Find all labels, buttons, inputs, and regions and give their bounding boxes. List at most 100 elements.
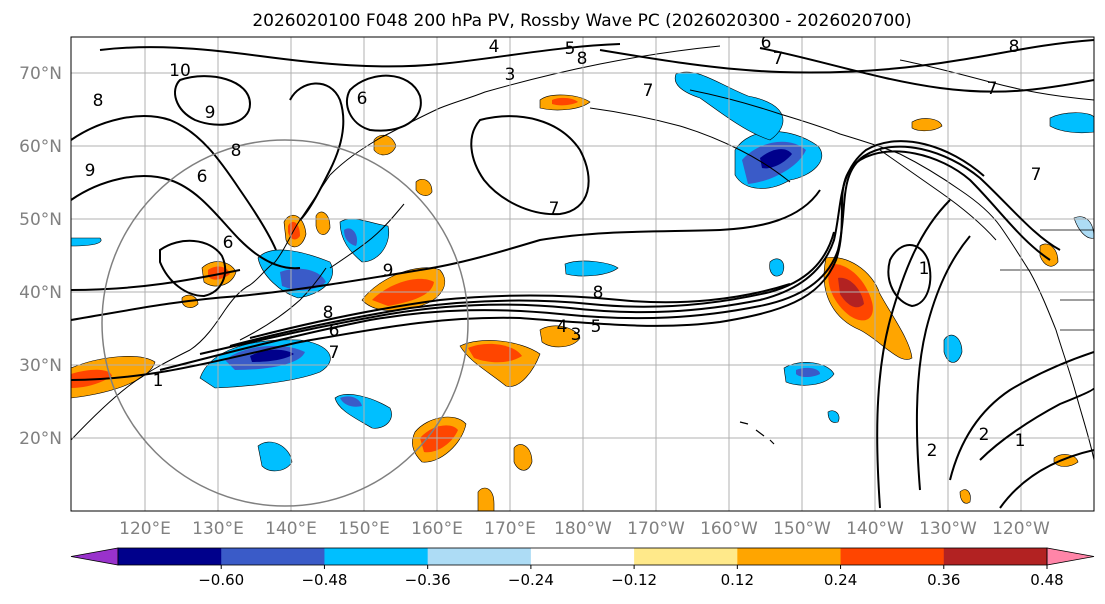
contour-label: 4 [489,37,500,57]
pv-contours [71,39,1094,509]
negative-anomaly-small-1 [769,258,785,277]
lat-tick-label: 30°N [19,356,62,376]
colorbar-bin [221,548,325,565]
positive-anomaly-subtrop-a-core [468,343,522,363]
positive-anomaly-small-2 [959,489,971,504]
positive-anomaly-small-3 [1039,243,1059,267]
lon-tick-label: 160°W [700,519,758,539]
pv-contour-loop-dateline [470,115,590,216]
pv-contour-loop-mid [345,74,422,132]
pv-contour-jet-3 [199,140,985,355]
colorbar-tick-label: −0.48 [301,571,347,589]
lon-tick-label: 150°E [338,519,390,539]
lat-tick-label: 70°N [19,64,62,84]
positive-anomaly-kuril [315,211,331,235]
negative-anomaly-sakhalin-core [344,228,358,246]
coastline-kurils [329,203,405,269]
colorbar-bin [324,548,429,565]
contour-label: 1 [919,259,930,279]
map-frame [70,36,1095,512]
contour-label: 7 [643,81,654,101]
pv-contour-ridge-3 [949,351,1094,481]
pv-contour-west-1 [71,175,301,270]
lat-tick-label: 20°N [19,429,62,449]
longitude-labels: 120°E 130°E 140°E 150°E 160°E 170°E 180°… [119,519,1050,539]
contour-label: 7 [329,343,340,363]
colorbar-frame [117,547,1048,566]
colorbar-bin [634,548,738,565]
positive-anomaly-small-1 [1053,454,1079,467]
colorbar-bins [70,547,1095,566]
pv-contour-jet-1 [71,150,1051,381]
coastline-bc [879,149,997,241]
positive-anomaly-hawaii [513,444,533,471]
colorbar-bin-under [70,547,119,566]
contour-label: 3 [505,65,516,85]
colorbar-bin [737,548,842,565]
positive-anomaly-equator [477,487,495,511]
contour-label: 2 [979,425,990,445]
contour-label: 7 [549,199,560,219]
state-border [1000,229,1094,331]
colorbar-tick-label: −0.60 [198,571,244,589]
colorbar-bin-over [1046,547,1095,566]
lon-tick-label: 130°W [919,519,977,539]
contour-label: 6 [223,233,234,253]
pv-contour-ridge-1 [876,199,951,509]
contour-label: 9 [383,261,394,281]
contour-label: 8 [1009,37,1020,57]
map-panel: 4 5 6 7 7 10 8 9 8 6 6 6 9 8 7 8 4 3 5 6 [70,33,1095,512]
pv-contour-north-3 [759,47,1094,93]
figure-title: 2026020100 F048 200 hPa PV, Rossby Wave … [252,11,911,31]
pv-contour-north-1 [99,43,621,68]
lon-tick-label: 120°W [992,519,1050,539]
contour-label: 5 [565,39,576,59]
colorbar-tick-label: 0.48 [1030,571,1063,589]
pv-contour-west-3 [159,239,227,298]
negative-anomaly-dateline [564,260,619,277]
negative-anomaly-small-4 [1073,216,1094,239]
colorbar-tick-label: 0.36 [927,571,960,589]
pv-contour-cutoff [887,244,932,308]
coastline-japan [239,267,327,341]
positive-anomaly-westcoast-max [838,277,864,308]
positive-anomaly-kamchatka [415,179,433,196]
pv-contour-ridge-2 [915,235,971,491]
lon-tick-label: 130°E [192,519,244,539]
contour-label: 6 [761,33,772,53]
contour-label: 1 [1015,431,1026,451]
contour-label: 8 [93,91,104,111]
graticule [71,37,1094,511]
contour-label: 6 [357,89,368,109]
pv-contour-ridge-4 [979,387,1094,461]
colorbar-tick-label: −0.36 [405,571,451,589]
contour-label: 3 [571,325,582,345]
contour-label: 10 [169,61,191,81]
contour-label: 4 [557,317,568,337]
contour-labels: 4 5 6 7 7 10 8 9 8 6 6 6 9 8 7 8 4 3 5 6 [85,33,1042,461]
lat-tick-label: 40°N [19,283,62,303]
contour-label: 7 [987,79,998,99]
pv-contour-jet-7 [71,269,241,291]
coastline-aleutians [589,107,791,183]
positive-anomaly-canada [911,118,943,132]
contour-label: 8 [231,141,242,161]
contour-label: 7 [1031,165,1042,185]
colorbar: −0.60 −0.48 −0.36 −0.24 −0.12 0.12 0.24 0.36 0.4… [70,547,1095,589]
pv-contour-ridge-5 [999,449,1094,509]
colorbar-bin [943,548,1048,565]
colorbar-tick-label: 0.12 [721,571,754,589]
pv-contour-loop-left [174,75,252,126]
coastline-kamchatka [329,45,721,176]
reference-circle [101,139,469,507]
negative-anomaly-arctic [1049,112,1094,134]
contour-label: 5 [591,317,602,337]
lon-tick-label: 160°E [411,519,463,539]
lon-tick-label: 140°E [265,519,317,539]
contour-label: 2 [927,441,938,461]
lon-tick-label: 170°E [484,519,536,539]
positive-anomaly-subtrop-b [539,325,581,348]
lat-tick-label: 60°N [19,137,62,157]
coastlines [71,45,1094,461]
